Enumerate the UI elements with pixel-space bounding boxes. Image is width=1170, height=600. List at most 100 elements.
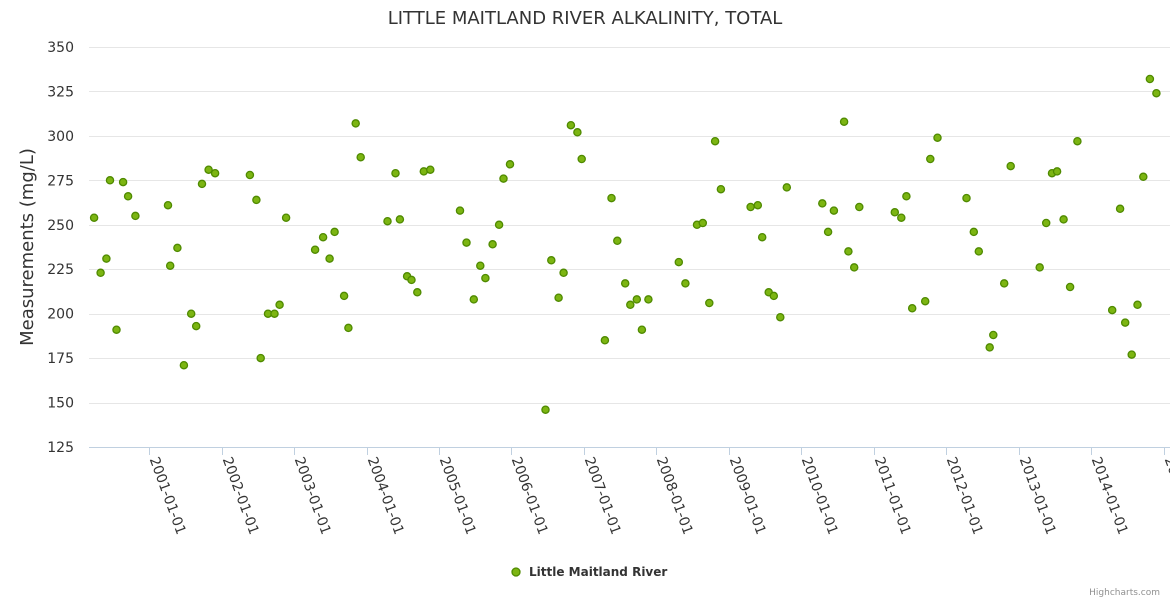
data-point[interactable] — [112, 325, 121, 334]
data-point[interactable] — [179, 360, 189, 370]
data-point[interactable] — [89, 213, 99, 222]
data-point[interactable] — [351, 119, 360, 128]
data-point[interactable] — [907, 304, 917, 313]
data-point[interactable] — [962, 193, 971, 203]
data-point[interactable] — [1139, 172, 1148, 182]
data-point[interactable] — [674, 257, 684, 267]
data-point[interactable] — [339, 291, 349, 301]
data-point[interactable] — [1107, 305, 1117, 315]
data-point[interactable] — [705, 298, 714, 308]
data-point[interactable] — [1065, 282, 1075, 292]
data-point[interactable] — [391, 168, 400, 178]
data-point[interactable] — [985, 343, 994, 352]
data-point[interactable] — [325, 254, 334, 263]
data-point[interactable] — [191, 321, 201, 331]
data-point[interactable] — [1035, 263, 1044, 272]
data-point[interactable] — [186, 309, 196, 318]
data-point[interactable] — [989, 330, 998, 340]
data-point[interactable] — [902, 192, 911, 201]
data-point[interactable] — [554, 293, 563, 302]
data-point[interactable] — [499, 174, 508, 183]
data-point[interactable] — [620, 279, 630, 288]
data-point[interactable] — [926, 154, 935, 164]
data-point[interactable] — [407, 275, 416, 285]
data-point[interactable] — [426, 165, 435, 174]
data-point[interactable] — [275, 300, 284, 310]
data-point[interactable] — [782, 183, 792, 192]
data-point[interactable] — [123, 192, 133, 201]
scatter-series[interactable] — [89, 74, 1161, 414]
data-point[interactable] — [163, 200, 173, 210]
data-point[interactable] — [577, 154, 586, 164]
data-point[interactable] — [855, 202, 864, 212]
data-point[interactable] — [769, 291, 779, 301]
data-point[interactable] — [413, 288, 422, 297]
data-point[interactable] — [344, 323, 353, 333]
data-point[interactable] — [999, 279, 1009, 288]
data-point[interactable] — [204, 165, 213, 174]
data-point[interactable] — [256, 353, 265, 363]
data-point[interactable] — [613, 236, 622, 246]
data-point[interactable] — [776, 312, 785, 322]
data-point[interactable] — [1006, 161, 1015, 171]
data-point[interactable] — [488, 240, 497, 249]
data-point[interactable] — [118, 177, 128, 187]
data-point[interactable] — [173, 243, 182, 253]
data-point[interactable] — [632, 295, 642, 304]
data-point[interactable] — [197, 179, 207, 189]
data-point[interactable] — [757, 232, 767, 242]
data-point[interactable] — [1115, 204, 1125, 214]
data-point[interactable] — [933, 133, 942, 142]
data-point[interactable] — [637, 325, 647, 334]
data-point[interactable] — [844, 247, 853, 256]
data-point[interactable] — [1059, 215, 1068, 224]
data-point[interactable] — [330, 227, 339, 237]
data-point[interactable] — [974, 247, 984, 256]
data-point[interactable] — [505, 160, 515, 169]
data-point[interactable] — [469, 295, 479, 304]
data-point[interactable] — [1041, 218, 1051, 228]
legend[interactable]: Little Maitland River — [511, 565, 667, 579]
data-point[interactable] — [462, 238, 471, 247]
data-point[interactable] — [1073, 136, 1082, 146]
data-point[interactable] — [753, 200, 763, 210]
data-point[interactable] — [270, 309, 279, 318]
data-point[interactable] — [644, 295, 653, 304]
data-point[interactable] — [310, 245, 320, 254]
data-point[interactable] — [566, 120, 576, 130]
data-point[interactable] — [1127, 350, 1136, 359]
data-point[interactable] — [607, 193, 616, 203]
data-point[interactable] — [746, 202, 755, 212]
data-point[interactable] — [626, 300, 635, 310]
data-point[interactable] — [1133, 300, 1142, 310]
data-point[interactable] — [716, 184, 726, 194]
data-point[interactable] — [839, 117, 849, 126]
data-point[interactable] — [969, 227, 979, 237]
data-point[interactable] — [105, 176, 115, 185]
data-point[interactable] — [1145, 74, 1155, 84]
data-point[interactable] — [210, 168, 220, 178]
data-point[interactable] — [547, 256, 556, 265]
data-point[interactable] — [897, 213, 906, 222]
data-point[interactable] — [252, 195, 261, 205]
data-point[interactable] — [1052, 167, 1062, 176]
data-point[interactable] — [541, 405, 550, 414]
legend-marker[interactable] — [511, 567, 521, 577]
data-point[interactable] — [890, 208, 900, 217]
credits-link[interactable]: Highcharts.com — [1089, 588, 1160, 598]
data-point[interactable] — [383, 216, 392, 226]
data-point[interactable] — [698, 218, 708, 228]
data-point[interactable] — [849, 263, 859, 272]
data-point[interactable] — [395, 215, 405, 224]
data-point[interactable] — [823, 227, 833, 237]
data-point[interactable] — [1120, 318, 1130, 327]
data-point[interactable] — [476, 261, 485, 270]
data-point[interactable] — [131, 211, 140, 221]
data-point[interactable] — [573, 128, 582, 137]
data-point[interactable] — [559, 268, 568, 278]
data-point[interactable] — [818, 199, 827, 208]
legend-label[interactable]: Little Maitland River — [529, 565, 667, 579]
data-point[interactable] — [96, 268, 105, 278]
data-point[interactable] — [165, 261, 175, 270]
data-point[interactable] — [1152, 88, 1161, 98]
